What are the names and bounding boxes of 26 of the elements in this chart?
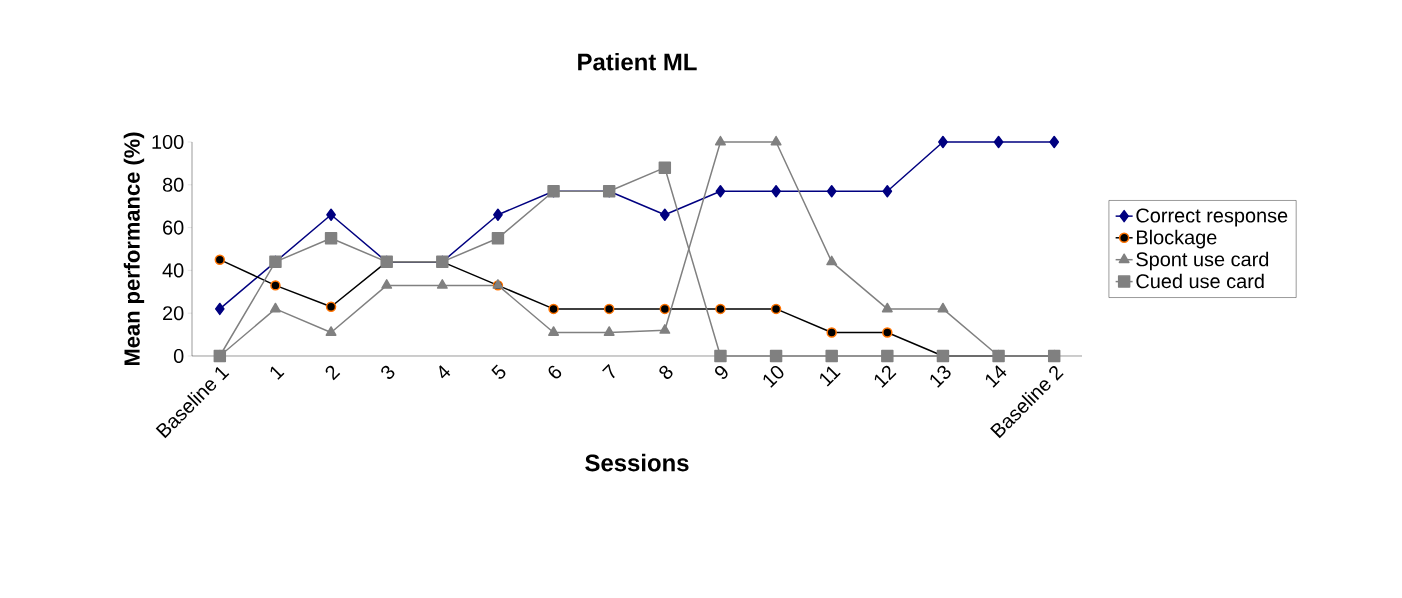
- x-tick-label: 12: [874, 365, 897, 388]
- y-tick-label: 20: [163, 306, 184, 321]
- x-axis-title: Sessions: [585, 453, 689, 472]
- y-tick-label: 0: [173, 348, 184, 364]
- y-axis-title: Mean performance (%): [123, 132, 145, 366]
- x-tick-label: 9: [714, 365, 728, 379]
- legend-label: Blockage: [1137, 229, 1217, 249]
- x-tick-label: 6: [548, 365, 562, 379]
- y-tick-label: 60: [163, 220, 184, 235]
- x-tick-label: 4: [439, 365, 451, 379]
- y-tick-label: 80: [162, 177, 184, 192]
- legend-label: Correct response: [1136, 208, 1288, 227]
- legend-label: Cued use card: [1136, 273, 1264, 289]
- x-tick-label: 10: [763, 365, 784, 388]
- y-tick-label: 100: [152, 134, 184, 150]
- x-tick-label: 5: [491, 364, 506, 379]
- x-tick-label: 7: [602, 364, 615, 379]
- x-tick-label: 11: [820, 366, 841, 387]
- legend-label: Spont use card: [1136, 251, 1269, 271]
- x-tick-label: 1: [270, 366, 285, 380]
- x-tick-label: 2: [325, 365, 341, 381]
- x-tick-label: 13: [930, 365, 951, 388]
- x-tick-label: 3: [381, 365, 395, 379]
- y-tick-label: 40: [162, 263, 184, 278]
- chart-title: Patient ML: [578, 52, 697, 71]
- x-tick-label: 8: [659, 365, 673, 379]
